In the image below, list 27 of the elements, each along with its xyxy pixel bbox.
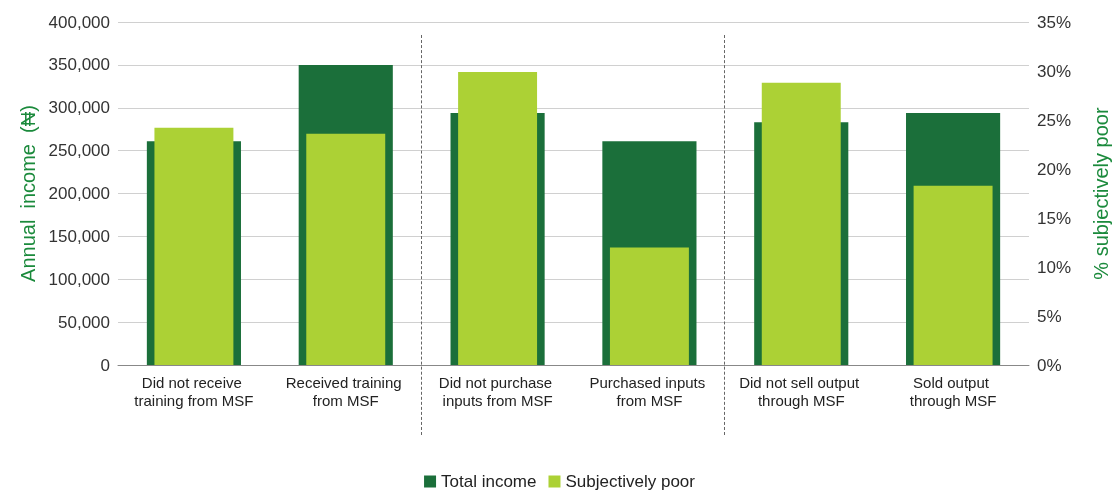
y-tick-label: 350,000 [48,55,110,75]
x-tick-label: Sold output through MSF [909,373,997,409]
y-tick-label: 250,000 [48,141,110,161]
x-tick-label: Purchased inputs from MSF [589,373,710,409]
y-axis-title: Annual income (₦) [16,105,39,282]
y-tick-label: 150,000 [48,226,110,246]
y2-tick-label: 15% [1037,208,1072,228]
y2-tick-label: 5% [1037,306,1062,326]
legend-label: Subjectively poor [565,472,696,491]
y-tick-label: 400,000 [48,12,110,32]
y-tick-label: 50,000 [58,312,110,332]
x-tick-label: Received training from MSF [285,373,406,409]
x-tick-label: Did not sell output through MSF [739,373,864,409]
y2-tick-label: 35% [1037,12,1072,32]
x-tick-label: Did not purchase inputs from MSF [438,373,557,409]
y2-tick-label: 30% [1037,61,1072,81]
x-tick-label: Did not receive training from MSF [134,373,254,409]
y2-tick-label: 20% [1037,159,1072,179]
y-tick-label: 0 [100,355,110,375]
y2-axis-title: % subjectively poor [1090,107,1112,280]
y2-tick-label: 25% [1037,110,1072,130]
legend-label: Total income [441,472,537,491]
y-tick-label: 300,000 [48,98,110,118]
y2-tick-label: 10% [1037,257,1072,277]
y2-tick-label: 0% [1037,355,1062,375]
y-tick-label: 100,000 [48,269,110,289]
y-tick-label: 200,000 [48,184,110,203]
